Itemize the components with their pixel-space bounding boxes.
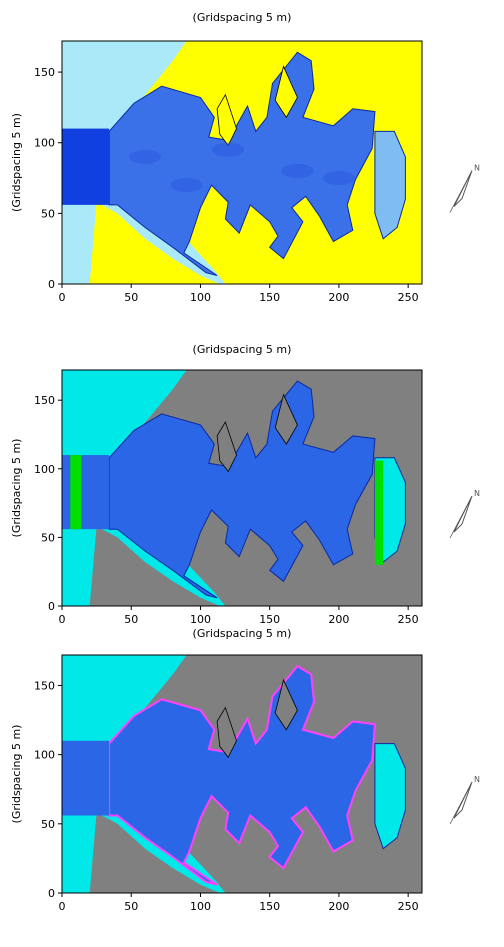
x-tick-label: 50 [124,613,138,626]
x-tick-label: 150 [259,900,280,913]
y-tick-label: 100 [34,463,55,476]
land-area-lower [89,812,226,893]
chart-panel-1: 0 50 100 150 200 250 0 50 100 150 (Gridspacing 5 m… [10,11,480,304]
y-tick-label: 0 [48,278,55,291]
x-tick-label: 100 [190,613,211,626]
north-arrow-label: N [474,164,480,173]
absorbing-boundary-west [70,455,82,530]
pier-strip [216,421,237,473]
entrance-channel [62,740,110,816]
y-tick-label: 0 [48,600,55,613]
entrance-channel [62,455,110,530]
wave-contour-3 [281,163,314,178]
x-tick-label: 250 [398,291,419,304]
y-tick-label: 150 [34,679,55,692]
north-arrow-icon: N [449,164,480,213]
north-arrow-label: N [474,775,480,784]
wave-contour-4 [170,178,203,193]
harbor-water [108,380,376,599]
pier-wedge [274,65,298,119]
north-arrow-shaft [449,785,471,825]
y-tick-label: 100 [34,137,55,150]
x-tick-label: 0 [59,900,66,913]
plot-frame-3 [61,654,423,894]
north-arrow-shaft [449,174,471,213]
wave-contour-5 [322,171,355,186]
chart-panel-3: 0 50 100 150 200 250 0 50 100 150 (Gridspacing 5 m… [10,627,480,913]
y-tick-label: 150 [34,66,55,79]
absorbing-boundary-east [374,460,384,565]
east-basin [374,130,406,240]
land-area-lower [89,526,226,606]
x-tick-label: 150 [259,613,280,626]
y-tick-label: 50 [41,207,55,220]
entrance-channel [62,128,110,205]
pier-wedge [274,393,298,445]
plot-frame-1 [61,40,423,285]
x-tick-label: 100 [190,900,211,913]
chart-panel-2: 0 50 100 150 200 250 0 50 100 150 (Gridspacing 5 m… [10,343,480,626]
land-area-lower [89,202,226,284]
x-tick-label: 100 [190,291,211,304]
y-axis-label-3: (Gridspacing 5 m) [10,725,23,824]
x-tick-label: 200 [328,613,349,626]
plot-frame-2 [61,369,423,607]
y-axis-label-2: (Gridspacing 5 m) [10,439,23,538]
north-arrow-label: N [474,489,480,498]
harbor-water [108,664,376,886]
x-tick-label: 250 [398,900,419,913]
y-tick-label: 150 [34,394,55,407]
wave-contour-2 [212,142,245,157]
x-tick-label: 200 [328,291,349,304]
x-tick-label: 50 [124,900,138,913]
x-tick-label: 200 [328,900,349,913]
x-tick-label: 250 [398,613,419,626]
chart-title-3: (Gridspacing 5 m) [193,627,292,640]
y-tick-label: 100 [34,749,55,762]
x-tick-label: 50 [124,291,138,304]
x-tick-label: 0 [59,613,66,626]
y-axis-label-1: (Gridspacing 5 m) [10,113,23,212]
north-arrow-icon: N [449,775,480,825]
pier-strip [216,706,237,759]
wave-contour-1 [129,149,162,164]
pier-strip [216,93,237,147]
harbor-water [108,51,376,276]
north-arrow-shaft [449,499,471,539]
east-basin [374,743,406,850]
north-arrow-icon: N [449,489,480,539]
y-tick-label: 0 [48,887,55,900]
y-tick-label: 50 [41,531,55,544]
chart-title-1: (Gridspacing 5 m) [193,11,292,24]
x-tick-label: 0 [59,291,66,304]
y-tick-label: 50 [41,818,55,831]
pier-wedge [274,678,298,731]
x-tick-label: 150 [259,291,280,304]
chart-title-2: (Gridspacing 5 m) [193,343,292,356]
